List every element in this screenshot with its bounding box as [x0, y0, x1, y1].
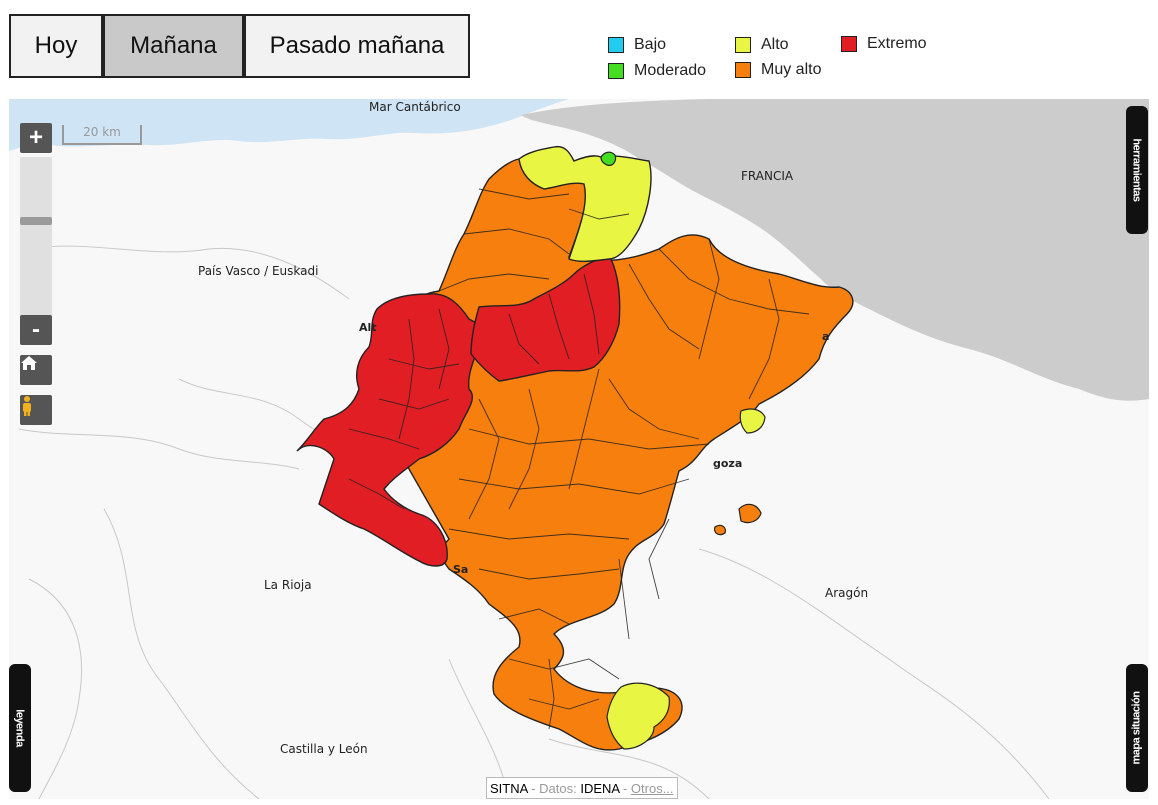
region-extremo-central: [470, 254, 621, 382]
legend-label-alto: Alto: [761, 36, 789, 53]
label-pais-vasco: País Vasco / Euskadi: [198, 264, 319, 278]
legend-item-alto: Alto: [735, 36, 789, 54]
legend-item-extremo: Extremo: [841, 35, 927, 53]
tools-tab-label: herramientas: [1131, 138, 1143, 202]
legend-item-bajo: Bajo: [608, 36, 666, 54]
region-muy-alto: [365, 155, 854, 751]
legend-swatch-muy-alto: [735, 62, 751, 78]
situation-map-tab-label: mapa situación: [1131, 691, 1144, 765]
pegman-icon: [23, 396, 31, 416]
legend-label-bajo: Bajo: [634, 36, 667, 53]
label-town-a: a: [822, 330, 830, 343]
legend-swatch-bajo: [608, 37, 624, 53]
region-moderado: [600, 151, 617, 166]
label-town-sa: Sa: [453, 563, 469, 576]
attribution-sitna[interactable]: SITNA: [490, 781, 528, 796]
label-mar-cantabrico: Mar Cantábrico: [369, 100, 461, 114]
map-canvas: [9, 99, 1149, 799]
region-alto-north: [518, 145, 652, 262]
legend-label-moderado: Moderado: [634, 62, 707, 79]
tab-manana[interactable]: Mañana: [103, 14, 244, 78]
tab-pasado-manana[interactable]: Pasado mañana: [244, 14, 470, 78]
day-tabs: Hoy Mañana Pasado mañana: [9, 14, 470, 78]
tools-tab[interactable]: herramientas: [1126, 106, 1148, 234]
label-castilla-y-leon: Castilla y León: [280, 742, 368, 756]
map-viewport[interactable]: Mar Cantábrico FRANCIA País Vasco / Eusk…: [9, 99, 1149, 799]
label-francia: FRANCIA: [741, 169, 794, 183]
region-alto-east: [739, 408, 766, 434]
region-exclave: [714, 503, 762, 536]
attribution-others-link[interactable]: Otros...: [630, 781, 674, 796]
france-area: [521, 99, 1149, 401]
label-la-rioja: La Rioja: [264, 578, 312, 592]
zoom-slider-handle[interactable]: [20, 217, 52, 225]
home-button[interactable]: [20, 355, 52, 385]
label-town-alt: Alt: [359, 321, 377, 334]
legend-tab[interactable]: leyenda: [9, 664, 31, 792]
legend-swatch-moderado: [608, 63, 624, 79]
zoom-in-button[interactable]: +: [20, 123, 52, 153]
sea-area: [9, 99, 569, 151]
legend-tab-label: leyenda: [14, 709, 26, 747]
tab-hoy[interactable]: Hoy: [9, 14, 103, 78]
legend-label-muy-alto: Muy alto: [761, 61, 822, 78]
legend-item-muy-alto: Muy alto: [735, 61, 821, 79]
attribution-sep2: -: [619, 781, 631, 796]
zoom-slider[interactable]: [20, 157, 52, 315]
legend-item-moderado: Moderado: [608, 62, 706, 80]
legend-swatch-extremo: [841, 36, 857, 52]
label-town-goza: goza: [713, 457, 743, 470]
attribution-sep1: - Datos:: [527, 781, 581, 796]
map-attribution: SITNA - Datos: IDENA - Otros...: [486, 777, 678, 799]
label-aragon: Aragón: [825, 586, 869, 600]
situation-map-tab[interactable]: mapa situación: [1126, 664, 1148, 792]
home-icon: [21, 356, 37, 370]
zoom-out-button[interactable]: -: [20, 315, 52, 345]
legend-swatch-alto: [735, 37, 751, 53]
street-view-button[interactable]: [20, 395, 52, 425]
region-alto-south: [606, 682, 670, 750]
scale-bar: 20 km: [62, 125, 142, 145]
legend-label-extremo: Extremo: [867, 35, 927, 52]
attribution-idena[interactable]: IDENA: [580, 781, 620, 796]
